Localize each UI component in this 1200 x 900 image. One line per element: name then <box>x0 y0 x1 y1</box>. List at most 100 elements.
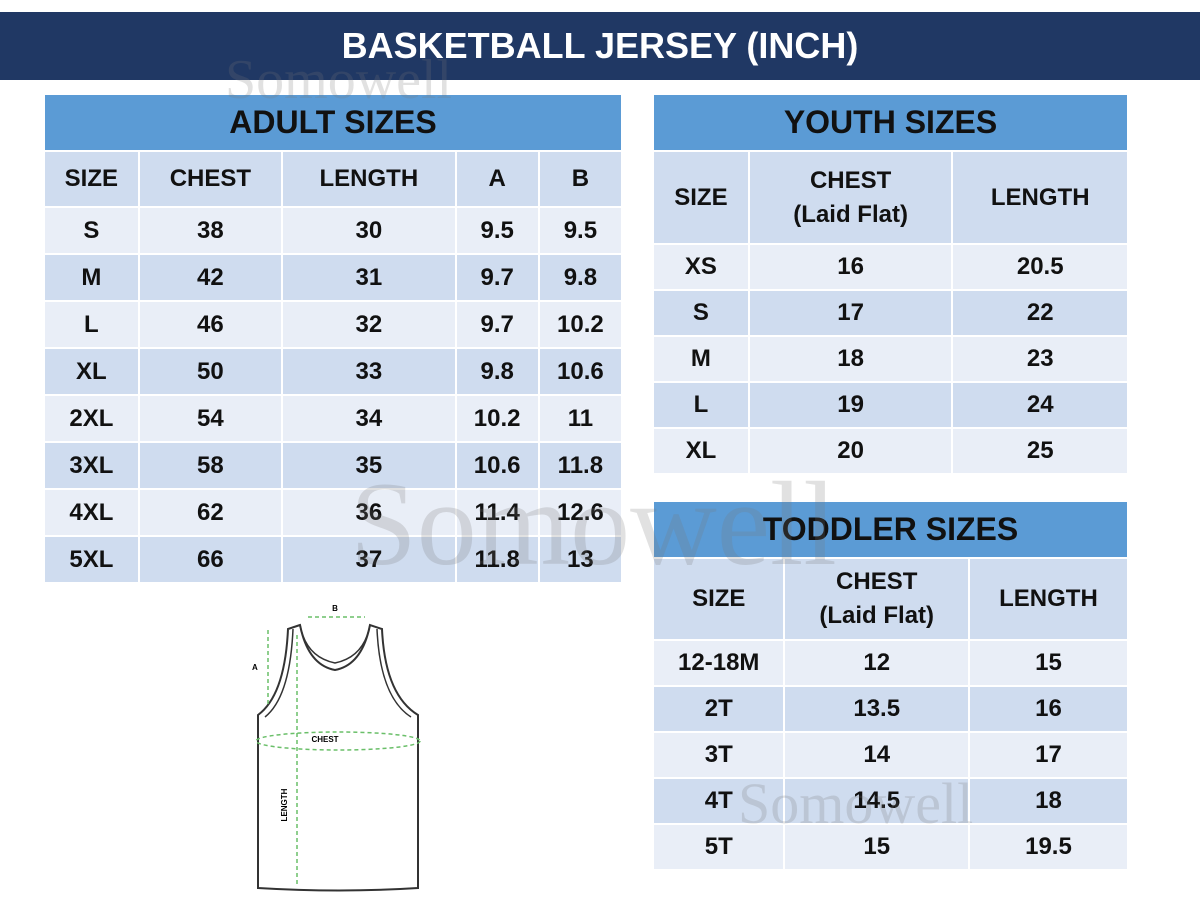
column-header: A <box>456 152 538 206</box>
table-cell: 20.5 <box>953 245 1127 289</box>
column-header: LENGTH <box>969 559 1127 639</box>
column-header: SIZE <box>654 559 784 639</box>
table-cell: 10.2 <box>456 396 538 441</box>
table-cell: 10.6 <box>539 349 621 394</box>
youth-size-table: YOUTH SIZES SIZE CHEST (Laid Flat) LENGTH XS… <box>652 93 1129 475</box>
table-cell: XS <box>654 245 748 289</box>
table-title: YOUTH SIZES <box>654 95 1127 150</box>
table-cell: 31 <box>283 255 455 300</box>
toddler-size-table: TODDLER SIZES SIZE CHEST (Laid Flat) LENGTH… <box>652 500 1129 871</box>
table-title: TODDLER SIZES <box>654 502 1127 557</box>
table-row: M 18 23 <box>654 337 1127 381</box>
table-cell: 18 <box>749 337 952 381</box>
table-cell: 42 <box>139 255 282 300</box>
table-cell: 36 <box>283 490 455 535</box>
table-cell: S <box>654 291 748 335</box>
table-cell: 15 <box>785 825 968 869</box>
table-cell: 15 <box>969 641 1127 685</box>
table-cell: 9.5 <box>539 208 621 253</box>
table-row: 4XL 62 36 11.4 12.6 <box>45 490 621 535</box>
table-cell: 3XL <box>45 443 138 488</box>
chest-label: CHEST <box>311 735 338 744</box>
table-cell: 54 <box>139 396 282 441</box>
jersey-outline <box>257 623 419 892</box>
table-cell: 50 <box>139 349 282 394</box>
table-cell: M <box>45 255 138 300</box>
table-cell: 18 <box>969 779 1127 823</box>
table-row: 3T 14 17 <box>654 733 1127 777</box>
table-row: 5T 15 19.5 <box>654 825 1127 869</box>
table-cell: 9.7 <box>456 302 538 347</box>
table-row: L 46 32 9.7 10.2 <box>45 302 621 347</box>
table-cell: 16 <box>969 687 1127 731</box>
a-label: A <box>252 663 258 672</box>
table-cell: 9.8 <box>539 255 621 300</box>
table-row: XL 20 25 <box>654 429 1127 473</box>
table-cell: 3T <box>654 733 784 777</box>
table-row: 4T 14.5 18 <box>654 779 1127 823</box>
table-cell: 11 <box>539 396 621 441</box>
table-cell: L <box>654 383 748 427</box>
table-cell: 5T <box>654 825 784 869</box>
table-row: M 42 31 9.7 9.8 <box>45 255 621 300</box>
table-cell: 37 <box>283 537 455 582</box>
table-cell: 2T <box>654 687 784 731</box>
table-row: L 19 24 <box>654 383 1127 427</box>
table-cell: L <box>45 302 138 347</box>
length-label: LENGTH <box>280 788 289 821</box>
table-cell: 46 <box>139 302 282 347</box>
table-cell: 12.6 <box>539 490 621 535</box>
table-cell: 11.8 <box>456 537 538 582</box>
table-cell: 2XL <box>45 396 138 441</box>
table-cell: 34 <box>283 396 455 441</box>
table-cell: 23 <box>953 337 1127 381</box>
table-cell: 13 <box>539 537 621 582</box>
table-cell: 14 <box>785 733 968 777</box>
b-label: B <box>332 604 338 613</box>
table-cell: 12 <box>785 641 968 685</box>
table-row: 12-18M 12 15 <box>654 641 1127 685</box>
table-row: 5XL 66 37 11.8 13 <box>45 537 621 582</box>
table-cell: 30 <box>283 208 455 253</box>
table-cell: 9.8 <box>456 349 538 394</box>
table-row: 2XL 54 34 10.2 11 <box>45 396 621 441</box>
table-cell: 62 <box>139 490 282 535</box>
table-cell: 58 <box>139 443 282 488</box>
table-cell: 14.5 <box>785 779 968 823</box>
table-cell: M <box>654 337 748 381</box>
adult-size-table: ADULT SIZES SIZE CHEST LENGTH A B S 38 30 9.5 9.5 M… <box>43 93 623 584</box>
table-cell: 10.6 <box>456 443 538 488</box>
table-row: 3XL 58 35 10.6 11.8 <box>45 443 621 488</box>
table-cell: 16 <box>749 245 952 289</box>
table-cell: 4T <box>654 779 784 823</box>
column-header: SIZE <box>45 152 138 206</box>
table-cell: 33 <box>283 349 455 394</box>
column-header: CHEST (Laid Flat) <box>785 559 968 639</box>
column-header: CHEST <box>139 152 282 206</box>
table-cell: 5XL <box>45 537 138 582</box>
table-row: S 38 30 9.5 9.5 <box>45 208 621 253</box>
table-cell: 4XL <box>45 490 138 535</box>
table-cell: 17 <box>749 291 952 335</box>
table-cell: 19 <box>749 383 952 427</box>
table-cell: 10.2 <box>539 302 621 347</box>
table-cell: 25 <box>953 429 1127 473</box>
table-cell: 66 <box>139 537 282 582</box>
table-cell: S <box>45 208 138 253</box>
table-row: XS 16 20.5 <box>654 245 1127 289</box>
column-header: LENGTH <box>283 152 455 206</box>
table-cell: XL <box>45 349 138 394</box>
table-cell: 38 <box>139 208 282 253</box>
table-cell: 9.5 <box>456 208 538 253</box>
table-cell: 22 <box>953 291 1127 335</box>
table-cell: 35 <box>283 443 455 488</box>
table-cell: XL <box>654 429 748 473</box>
chest-arrow <box>255 731 421 751</box>
column-header: LENGTH <box>953 152 1127 243</box>
table-cell: 17 <box>969 733 1127 777</box>
page-title: BASKETBALL JERSEY (INCH) <box>0 12 1200 80</box>
table-row: 2T 13.5 16 <box>654 687 1127 731</box>
column-header: B <box>539 152 621 206</box>
table-cell: 13.5 <box>785 687 968 731</box>
table-cell: 20 <box>749 429 952 473</box>
